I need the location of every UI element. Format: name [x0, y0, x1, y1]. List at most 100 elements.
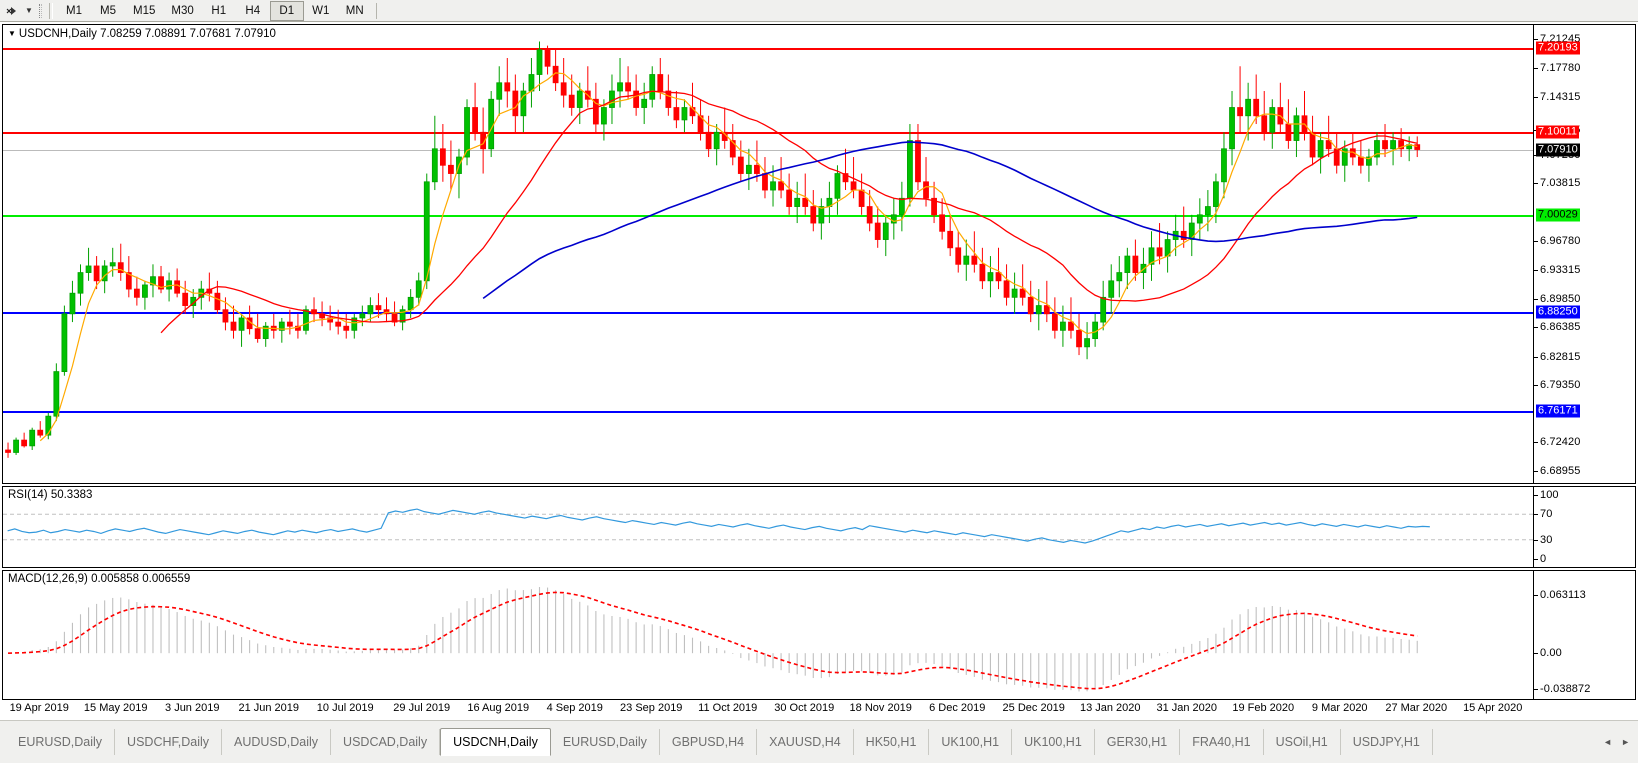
price-tick	[1534, 442, 1538, 444]
rsi-tick	[1534, 514, 1538, 516]
date-tick-label: 15 Apr 2020	[1463, 702, 1523, 714]
price-tick	[1534, 470, 1538, 472]
macd-tick	[1534, 689, 1538, 690]
tab-prev-icon[interactable]: ◄	[1603, 737, 1613, 747]
macd-tick-label: -0.038872	[1540, 683, 1591, 695]
macd-scale[interactable]: 0.063113 0.00 -0.038872	[1533, 571, 1635, 699]
macd-plot[interactable]	[3, 571, 1533, 699]
macd-pane[interactable]: MACD(12,26,9) 0.005858 0.006559 0.063113…	[2, 570, 1636, 700]
macd-series	[8, 587, 1418, 692]
date-tick-label: 29 Jul 2019	[393, 702, 451, 714]
support-line-bottom-tag: 6.76171	[1536, 404, 1580, 418]
chart-tab-eurusd-daily[interactable]: EURUSD,Daily	[6, 729, 116, 755]
date-tick-label: 10 Jul 2019	[316, 702, 374, 714]
support-line[interactable]	[3, 311, 1533, 314]
chart-tab-usdchf-daily[interactable]: USDCHF,Daily	[115, 729, 222, 755]
support-line-tag: 6.88250	[1536, 305, 1580, 319]
chart-tab-ger30-h1[interactable]: GER30,H1	[1095, 729, 1181, 755]
price-tick-label: 6.93315	[1540, 263, 1581, 276]
price-tick-label: 6.68955	[1540, 464, 1581, 477]
rsi-tick	[1534, 539, 1538, 541]
rsi-series	[3, 508, 1533, 544]
date-tick-label: 9 Mar 2020	[1311, 702, 1368, 714]
chart-canvas-area[interactable]: ▼ USDCNH,Daily 7.08259 7.08891 7.07681 7.…	[0, 22, 1638, 700]
timeframe-w1[interactable]: W1	[312, 4, 330, 17]
chart-tab-audusd-daily[interactable]: AUDUSD,Daily	[222, 729, 332, 755]
chart-tab-usdcad-daily[interactable]: USDCAD,Daily	[331, 729, 441, 755]
chart-tab-gbpusd-h4[interactable]: GBPUSD,H4	[660, 729, 758, 755]
current-price-line[interactable]	[3, 149, 1533, 151]
chart-tab-bar: EURUSD,Daily USDCHF,Daily AUDUSD,Daily USDC…	[0, 720, 1638, 763]
price-tick	[1534, 39, 1538, 41]
chart-tab-hk50-h1[interactable]: HK50,H1	[854, 729, 930, 755]
rsi-plot[interactable]	[3, 487, 1533, 567]
price-tick	[1534, 96, 1538, 98]
price-plot[interactable]	[3, 25, 1533, 483]
timeframe-m15[interactable]: M15	[133, 4, 156, 17]
crosshair-icon[interactable]	[0, 1, 22, 21]
price-tick-label: 6.82815	[1540, 350, 1581, 363]
macd-tick	[1534, 595, 1538, 596]
date-tick-label: 27 Mar 2020	[1385, 702, 1448, 714]
price-tick-label: 6.96780	[1540, 235, 1581, 248]
rsi-pane-title: RSI(14) 50.3383	[8, 489, 93, 501]
macd-tick-label: 0.063113	[1540, 589, 1586, 601]
timeframe-m5[interactable]: M5	[100, 4, 116, 17]
tab-next-icon[interactable]: ►	[1621, 737, 1630, 747]
price-tick-label: 7.17780	[1540, 62, 1581, 75]
date-tick-label: 16 Aug 2019	[467, 702, 530, 714]
chart-tab-usdcnh-daily[interactable]: USDCNH,Daily	[440, 728, 551, 756]
price-tick-label: 6.89850	[1540, 292, 1581, 305]
chart-tab-eurusd-daily[interactable]: EURUSD,Daily	[551, 729, 660, 755]
timeframe-list: M1 M5 M15 M30 H1 H4 D1 W1 MN	[57, 0, 372, 21]
date-scale[interactable]: 19 Apr 2019 15 May 2019 3 Jun 2019 21 Jun 2…	[0, 700, 1638, 720]
chart-tab-usdjpy-h1[interactable]: USDJPY,H1	[1341, 729, 1433, 755]
rsi-tick	[1534, 495, 1538, 496]
chart-tab-uk100-h1[interactable]: UK100,H1	[1012, 729, 1095, 755]
chart-tab-xauusd-h4[interactable]: XAUUSD,H4	[757, 729, 854, 755]
rsi-tick-label: 70	[1540, 508, 1553, 521]
price-tick	[1534, 385, 1538, 387]
rsi-tick-label: 100	[1540, 489, 1559, 501]
support-line-bottom[interactable]	[3, 411, 1533, 414]
price-scale[interactable]: 7.212457.177807.143157.102457.072807.038…	[1533, 25, 1635, 483]
price-tick-label: 7.14315	[1540, 90, 1581, 103]
date-tick-label: 11 Oct 2019	[698, 702, 758, 714]
rsi-tick	[1534, 559, 1538, 560]
date-tick-label: 3 Jun 2019	[165, 702, 220, 714]
timeframe-m1[interactable]: M1	[66, 4, 82, 17]
chevron-down-icon[interactable]: ▼	[25, 6, 33, 15]
date-tick-label: 4 Sep 2019	[546, 702, 603, 714]
date-tick-label: 23 Sep 2019	[620, 702, 683, 714]
drag-handle-icon[interactable]	[37, 2, 45, 20]
timeframe-h1[interactable]: H1	[211, 4, 227, 17]
chart-tab-fra40-h1[interactable]: FRA40,H1	[1180, 729, 1264, 755]
timeframe-h4[interactable]: H4	[245, 4, 261, 17]
date-tick-label: 30 Oct 2019	[774, 702, 835, 714]
tab-nav-arrows[interactable]: ◄ ►	[1603, 737, 1630, 747]
resistance-line-top-tag: 7.20193	[1536, 41, 1580, 55]
price-tick-label: 6.79350	[1540, 379, 1581, 392]
timeframe-d1[interactable]: D1	[269, 0, 304, 21]
pivot-line-tag: 7.00029	[1536, 208, 1580, 222]
date-tick-label: 31 Jan 2020	[1156, 702, 1218, 714]
collapse-arrow-icon[interactable]: ▼	[8, 29, 16, 38]
timeframe-mn[interactable]: MN	[345, 4, 364, 17]
pivot-line[interactable]	[3, 214, 1533, 217]
price-pane[interactable]: ▼ USDCNH,Daily 7.08259 7.08891 7.07681 7.…	[2, 24, 1636, 484]
resistance-line-top[interactable]	[3, 48, 1533, 51]
date-tick-label: 15 May 2019	[83, 702, 148, 714]
candlestick-series	[5, 41, 1421, 458]
price-pane-title: ▼ USDCNH,Daily 7.08259 7.08891 7.07681 7.…	[8, 28, 276, 40]
rsi-pane[interactable]: RSI(14) 50.3383 100 70 30 0	[2, 486, 1636, 568]
chart-tab-uk100-h1[interactable]: UK100,H1	[929, 729, 1013, 755]
resistance-line[interactable]	[3, 132, 1533, 135]
price-tick	[1534, 68, 1538, 70]
chart-tab-list: EURUSD,Daily USDCHF,Daily AUDUSD,Daily USDC…	[6, 728, 1433, 756]
timeframe-m30[interactable]: M30	[171, 4, 194, 17]
date-tick-label: 18 Nov 2019	[849, 702, 912, 714]
price-tick	[1534, 183, 1538, 185]
chart-tab-usoil-h1[interactable]: USOil,H1	[1264, 729, 1341, 755]
rsi-scale[interactable]: 100 70 30 0	[1533, 487, 1635, 567]
